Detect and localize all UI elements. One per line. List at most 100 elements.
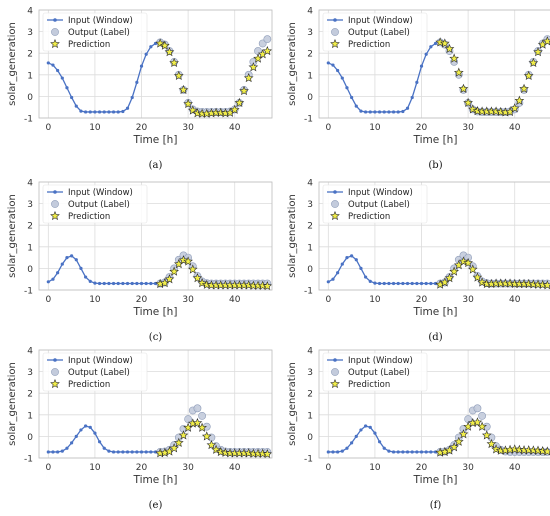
- panel-caption: (c): [149, 332, 163, 343]
- input-window-point: [396, 110, 400, 114]
- prediction-point: [243, 448, 254, 458]
- x-tick-label: 30: [462, 463, 474, 473]
- panel-caption: (b): [428, 160, 442, 171]
- legend-prediction-marker: [50, 38, 60, 49]
- input-window-point: [377, 281, 382, 286]
- y-tick-label: 3: [27, 200, 33, 210]
- x-tick-label: 0: [45, 463, 51, 473]
- x-tick-label: 20: [416, 123, 428, 133]
- input-window-point: [56, 450, 60, 454]
- prediction-point: [477, 421, 487, 431]
- input-window-point: [326, 280, 330, 284]
- prediction-point: [537, 445, 548, 456]
- input-window-point: [51, 277, 55, 281]
- output-label-point: [198, 411, 206, 420]
- y-tick-label: 4: [27, 7, 33, 17]
- legend-prediction-marker: [330, 378, 340, 389]
- input-window-point: [345, 86, 349, 90]
- y-tick-label: 1: [307, 411, 313, 421]
- input-window-point: [84, 110, 88, 114]
- prediction-point: [514, 95, 525, 105]
- legend-label-output: Output (Label): [348, 28, 410, 38]
- y-tick-label: 2: [27, 390, 33, 400]
- input-window-point: [65, 256, 69, 260]
- input-window-point: [88, 279, 92, 283]
- input-window-point: [88, 110, 92, 114]
- input-window-point: [70, 95, 74, 100]
- y-tick-label: 3: [307, 200, 313, 210]
- input-window-point: [368, 110, 372, 114]
- input-window-point: [387, 110, 391, 114]
- input-window-point: [373, 281, 377, 285]
- input-window-point: [429, 281, 433, 286]
- x-tick-label: 10: [369, 463, 381, 473]
- legend-output-marker: [51, 28, 59, 36]
- input-window-point: [359, 266, 363, 270]
- legend-box: [322, 184, 428, 224]
- input-window-point: [97, 440, 102, 444]
- input-window-point: [149, 281, 153, 286]
- prediction-point: [192, 273, 203, 283]
- input-window-point: [424, 450, 428, 454]
- prediction-point: [169, 443, 179, 453]
- input-window-point: [424, 52, 428, 56]
- input-window-point: [60, 449, 64, 453]
- x-tick-label: 20: [136, 123, 148, 133]
- y-tick-label: 1: [307, 243, 313, 253]
- prediction-point: [486, 438, 497, 449]
- prediction-point: [159, 40, 170, 50]
- prediction-point: [523, 70, 534, 81]
- x-tick-label: 40: [509, 123, 521, 133]
- input-window-point: [116, 110, 120, 114]
- legend-label-prediction: Prediction: [348, 40, 390, 50]
- input-window-point: [433, 41, 438, 46]
- input-window-point: [410, 95, 414, 100]
- legend: Input (Window) Output (Label) Prediction: [42, 184, 148, 224]
- x-tick-label: 0: [45, 295, 51, 305]
- input-window-point: [405, 281, 410, 286]
- input-window-point: [396, 281, 400, 286]
- x-tick-label: 40: [229, 123, 241, 133]
- input-window-point: [130, 281, 134, 286]
- prediction-point: [453, 67, 464, 77]
- prediction-point: [467, 264, 478, 274]
- y-tick-label: 0: [27, 93, 33, 103]
- input-window-point: [46, 450, 50, 454]
- y-tick-label: 4: [307, 179, 313, 189]
- y-axis-label: solar_generation: [7, 22, 18, 106]
- input-window-point: [377, 110, 382, 114]
- y-tick-label: 3: [307, 368, 313, 378]
- x-tick-label: 30: [462, 295, 474, 305]
- input-window-point: [84, 424, 88, 428]
- input-window-point: [153, 450, 158, 454]
- input-window-point: [121, 450, 125, 454]
- prediction-point: [173, 70, 184, 81]
- prediction-point: [187, 264, 198, 274]
- prediction-point: [458, 83, 469, 93]
- y-tick-label: -1: [24, 287, 33, 297]
- legend-box: [42, 184, 148, 224]
- prediction-point: [519, 83, 529, 93]
- x-tick-label: 30: [182, 463, 194, 473]
- input-window-point: [331, 450, 335, 454]
- x-tick-label: 30: [462, 123, 474, 133]
- input-window-point: [121, 281, 125, 286]
- y-tick-label: 3: [27, 368, 33, 378]
- y-tick-label: -1: [304, 455, 313, 465]
- y-tick-label: 4: [27, 347, 33, 357]
- legend-input-marker: [53, 18, 57, 22]
- input-window-point: [382, 446, 386, 450]
- legend-box: [322, 12, 428, 52]
- input-window-point: [51, 450, 55, 454]
- prediction-point: [509, 444, 520, 454]
- legend-input-marker: [333, 190, 337, 194]
- input-window-point: [60, 76, 64, 80]
- prediction-point: [542, 446, 550, 456]
- input-window-point: [79, 109, 83, 113]
- input-window-point: [415, 80, 419, 84]
- input-window-point: [93, 431, 97, 435]
- prediction-point: [262, 449, 273, 459]
- y-tick-label: 4: [27, 179, 33, 189]
- input-window-point: [46, 280, 50, 284]
- prediction-point: [243, 280, 254, 290]
